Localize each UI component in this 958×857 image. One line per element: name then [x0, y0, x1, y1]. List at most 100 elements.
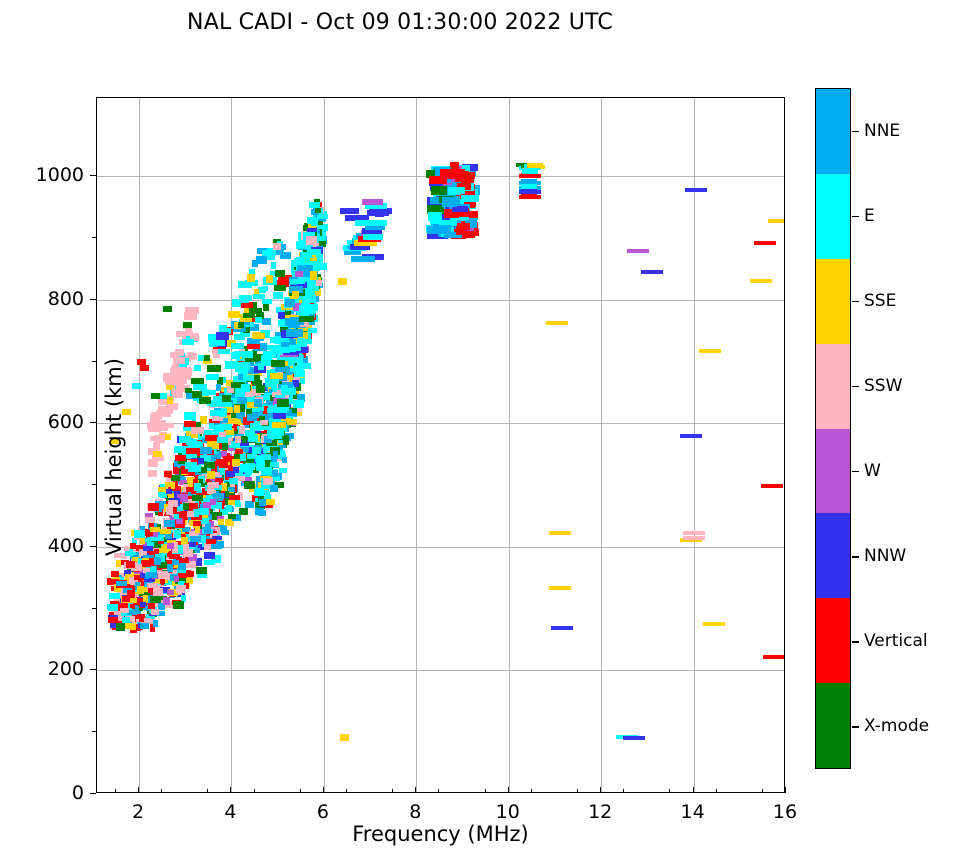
- echo-mark: [230, 391, 236, 398]
- echo-mark: [263, 351, 277, 358]
- echo-mark: [193, 482, 201, 491]
- echo-mark: [163, 305, 173, 312]
- echo-mark: [193, 500, 205, 508]
- echo-mark: [232, 397, 242, 404]
- echo-mark: [200, 482, 208, 488]
- echo-mark: [129, 597, 137, 603]
- echo-mark: [212, 458, 224, 465]
- echo-mark: [174, 576, 180, 583]
- echo-mark: [254, 507, 264, 515]
- echo-mark: [211, 541, 223, 549]
- colorbar-segment-w: [816, 428, 850, 514]
- echo-mark: [159, 493, 167, 499]
- y-tick-label: 0: [71, 782, 84, 804]
- echo-mark: [252, 447, 262, 455]
- echo-mark: [242, 312, 255, 319]
- echo-mark: [248, 269, 255, 277]
- echo-mark: [129, 621, 141, 630]
- echo-mark: [204, 560, 215, 566]
- echo-mark: [149, 522, 155, 528]
- echo-mark: [308, 241, 320, 250]
- echo-mark: [246, 324, 260, 331]
- echo-mark: [221, 408, 228, 414]
- echo-mark: [286, 328, 303, 338]
- x-tick-minor: [577, 789, 579, 793]
- echo-mark: [203, 502, 212, 510]
- echo-mark: [292, 399, 304, 408]
- page-title: NAL CADI - Oct 09 01:30:00 2022 UTC: [187, 10, 613, 35]
- echo-mark: [139, 573, 145, 579]
- echo-mark: [218, 450, 227, 457]
- echo-mark: [306, 248, 321, 255]
- echo-mark: [193, 383, 207, 390]
- echo-mark: [166, 559, 175, 567]
- echo-mark: [154, 548, 160, 554]
- echo-mark: [456, 225, 467, 236]
- echo-mark: [123, 569, 131, 576]
- echo-mark: [280, 324, 288, 332]
- echo-mark: [148, 618, 155, 624]
- echo-mark: [227, 445, 234, 452]
- echo-mark: [151, 454, 165, 461]
- echo-mark: [110, 586, 116, 592]
- echo-mark: [295, 271, 304, 277]
- echo-mark: [175, 455, 187, 462]
- echo-mark: [229, 486, 236, 492]
- echo-mark: [106, 603, 118, 610]
- echo-mark: [258, 493, 265, 502]
- x-tick-label: 6: [316, 801, 329, 823]
- echo-mark: [190, 333, 200, 341]
- echo-mark: [220, 509, 229, 516]
- y-tick: [90, 545, 96, 547]
- echo-mark: [680, 433, 703, 438]
- echo-mark: [252, 350, 258, 356]
- echo-mark: [167, 397, 174, 405]
- echo-mark: [277, 381, 293, 389]
- echo-mark: [233, 429, 238, 435]
- echo-mark: [165, 531, 173, 539]
- echo-mark: [269, 375, 280, 384]
- echo-mark: [302, 269, 314, 278]
- echo-mark: [138, 604, 144, 612]
- echo-mark: [179, 436, 191, 443]
- echo-mark: [173, 375, 184, 381]
- echo-mark: [210, 410, 224, 417]
- echo-mark: [253, 293, 266, 300]
- echo-mark: [298, 292, 311, 301]
- echo-mark: [152, 620, 158, 628]
- echo-mark: [201, 488, 209, 496]
- echo-mark: [110, 571, 119, 578]
- echo-mark: [149, 624, 155, 633]
- echo-mark: [434, 169, 445, 177]
- echo-mark: [174, 353, 186, 360]
- echo-mark: [181, 330, 193, 336]
- echo-mark: [239, 439, 249, 446]
- echo-mark: [274, 285, 287, 292]
- echo-mark: [176, 445, 191, 453]
- echo-mark: [178, 561, 187, 570]
- echo-mark: [240, 401, 251, 410]
- echo-mark: [362, 233, 384, 240]
- echo-mark: [126, 561, 136, 569]
- echo-mark: [304, 339, 312, 345]
- colorbar-segment-nne: [816, 89, 850, 174]
- echo-mark: [238, 362, 250, 371]
- echo-mark: [171, 475, 181, 482]
- echo-mark: [114, 611, 125, 619]
- echo-mark: [436, 212, 450, 221]
- echo-mark: [203, 358, 212, 365]
- colorbar-label-e: E: [864, 205, 875, 226]
- echo-mark: [429, 196, 448, 204]
- x-tick-minor: [207, 789, 209, 793]
- echo-mark: [181, 466, 188, 474]
- x-tick: [138, 787, 140, 793]
- echo-mark: [269, 446, 280, 455]
- echo-mark: [316, 263, 328, 271]
- echo-mark: [454, 208, 467, 217]
- echo-mark: [152, 442, 161, 450]
- echo-mark: [159, 579, 165, 585]
- echo-mark: [147, 502, 159, 511]
- echo-mark: [239, 329, 251, 337]
- echo-mark: [233, 476, 245, 482]
- echo-mark: [308, 265, 320, 272]
